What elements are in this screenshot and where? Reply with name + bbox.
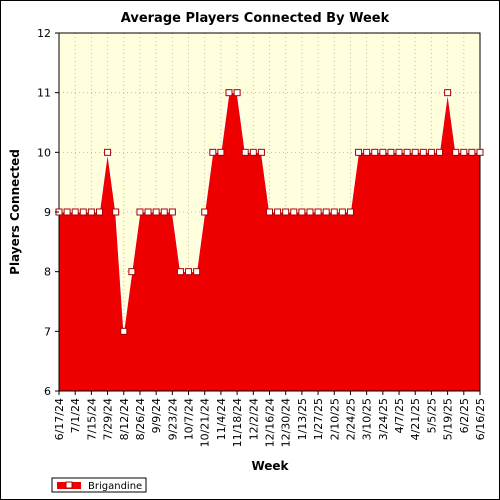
data-point — [411, 148, 419, 156]
data-point — [427, 148, 435, 156]
data-point — [387, 148, 395, 156]
data-point — [112, 208, 120, 216]
data-point — [346, 208, 354, 216]
data-point — [322, 208, 330, 216]
data-point — [249, 148, 257, 156]
x-tick-label: 5/19/25 — [442, 398, 455, 440]
series-fill — [59, 92, 480, 392]
data-point — [266, 208, 273, 216]
x-tick-label: 9/23/24 — [166, 398, 179, 440]
x-tick-label: 7/1/24 — [69, 398, 82, 433]
data-point — [444, 89, 452, 97]
data-point — [330, 208, 338, 216]
data-point — [152, 208, 160, 216]
data-point — [452, 148, 460, 156]
data-point — [120, 327, 128, 335]
x-tick-label: 12/16/24 — [264, 398, 277, 447]
data-point — [104, 148, 112, 156]
data-point — [379, 148, 387, 156]
legend-marker — [65, 481, 73, 489]
data-point — [225, 89, 233, 97]
x-tick-label: 4/21/25 — [409, 398, 422, 440]
data-point — [290, 208, 298, 216]
data-point — [160, 208, 168, 216]
data-point — [233, 89, 241, 97]
data-point — [274, 208, 282, 216]
data-point — [460, 148, 468, 156]
data-point — [176, 268, 184, 276]
data-point — [314, 208, 322, 216]
data-point — [436, 148, 444, 156]
data-point — [257, 148, 265, 156]
y-tick-label: 9 — [44, 206, 51, 219]
x-tick-label: 5/5/25 — [425, 398, 438, 433]
x-tick-label: 12/2/24 — [247, 398, 260, 440]
data-point — [338, 208, 346, 216]
data-point — [363, 148, 371, 156]
x-axis-ticks: 6/17/24 7/1/24 7/15/24 7/29/24 8/12/24 8/26/2… — [53, 391, 487, 447]
x-tick-label: 12/30/24 — [280, 398, 293, 447]
y-tick-label: 10 — [37, 146, 51, 159]
y-tick-label: 12 — [37, 27, 51, 40]
x-tick-label: 10/21/24 — [199, 398, 212, 447]
x-tick-label: 6/2/25 — [458, 398, 471, 433]
x-tick-label: 3/10/25 — [361, 398, 374, 440]
data-point — [71, 208, 79, 216]
data-point — [403, 148, 411, 156]
data-point — [201, 208, 209, 216]
y-tick-label: 11 — [37, 87, 51, 100]
data-point — [468, 148, 476, 156]
chart-title: Average Players Connected By Week — [121, 11, 390, 26]
data-point — [168, 208, 176, 216]
data-point — [185, 268, 193, 276]
x-tick-label: 2/24/25 — [344, 398, 357, 440]
x-tick-label: 7/29/24 — [102, 398, 115, 440]
data-point — [95, 208, 103, 216]
x-tick-label: 7/15/24 — [85, 398, 98, 440]
y-tick-label: 7 — [44, 325, 51, 338]
x-tick-label: 9/9/24 — [150, 398, 163, 433]
data-point — [306, 208, 314, 216]
data-point — [395, 148, 403, 156]
x-tick-label: 11/18/24 — [231, 398, 244, 447]
legend-label: Brigandine — [88, 481, 142, 492]
data-point — [144, 208, 152, 216]
data-point — [87, 208, 95, 216]
data-point — [419, 148, 427, 156]
data-point — [63, 208, 71, 216]
data-point — [371, 148, 379, 156]
x-tick-label: 10/7/24 — [183, 398, 196, 440]
x-tick-label: 2/10/25 — [328, 398, 341, 440]
x-tick-label: 3/24/25 — [377, 398, 390, 440]
data-point — [241, 148, 249, 156]
data-point — [79, 208, 87, 216]
x-tick-label: 11/4/24 — [215, 398, 228, 440]
x-tick-label: 6/16/25 — [474, 398, 487, 440]
x-tick-label: 8/26/24 — [134, 398, 147, 440]
data-point — [355, 148, 363, 156]
x-tick-label: 1/27/25 — [312, 398, 325, 440]
x-axis-title: Week — [251, 459, 289, 473]
y-tick-label: 8 — [44, 266, 51, 279]
x-tick-label: 4/7/25 — [393, 398, 406, 433]
x-tick-label: 8/12/24 — [118, 398, 131, 440]
data-point — [217, 148, 225, 156]
data-point — [193, 268, 201, 276]
data-point — [136, 208, 144, 216]
y-axis-ticks: 6 7 8 9 10 11 12 — [37, 27, 59, 398]
x-tick-label: 1/13/25 — [296, 398, 309, 440]
y-axis-title: Players Connected — [8, 149, 22, 275]
data-point — [476, 148, 484, 156]
data-point — [298, 208, 306, 216]
data-point — [282, 208, 290, 216]
data-point — [128, 268, 136, 276]
legend: Brigandine — [51, 477, 147, 493]
y-tick-label: 6 — [44, 385, 51, 398]
x-tick-label: 6/17/24 — [53, 398, 66, 440]
data-point — [209, 148, 217, 156]
